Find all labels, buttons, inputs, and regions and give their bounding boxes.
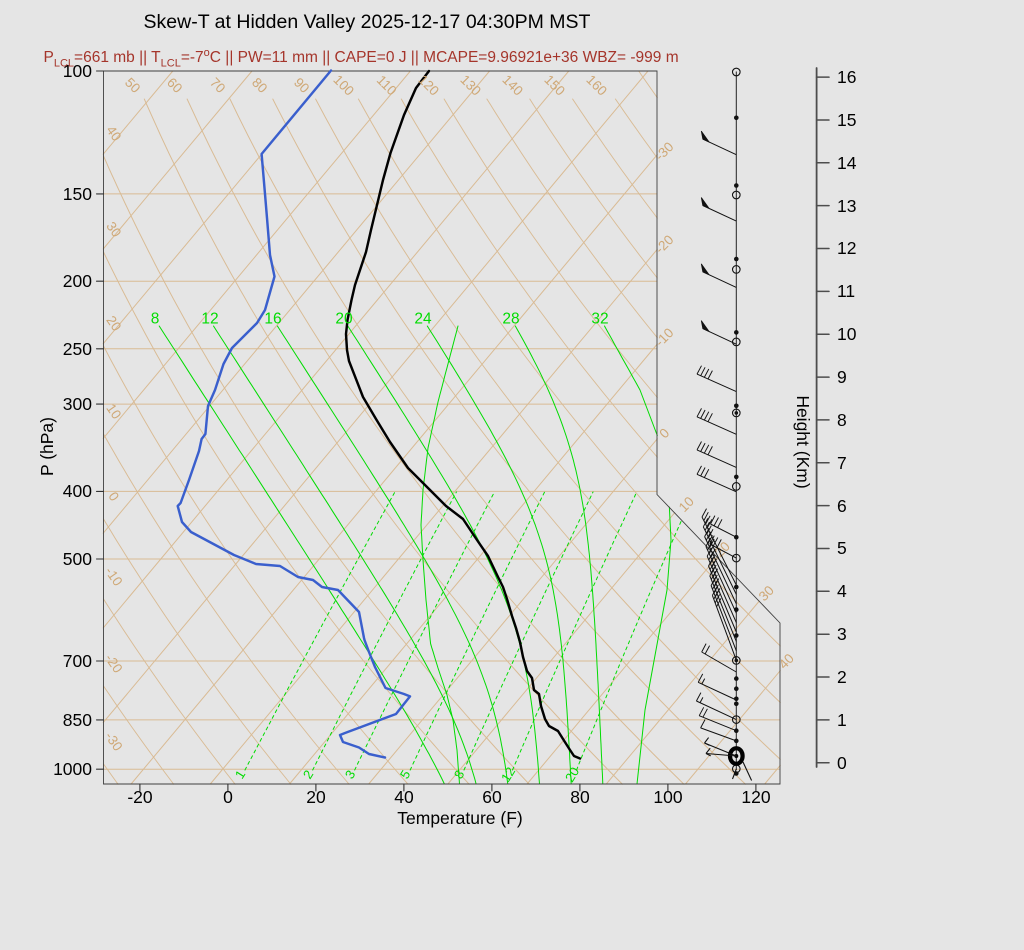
svg-text:150: 150 [63,184,92,204]
svg-text:0: 0 [223,787,233,807]
svg-text:20: 20 [103,313,124,334]
svg-text:28: 28 [502,311,519,328]
svg-text:200: 200 [63,271,92,291]
svg-text:16: 16 [264,311,281,328]
svg-text:9: 9 [837,367,847,387]
svg-text:8: 8 [837,410,847,430]
svg-text:400: 400 [63,481,92,501]
svg-text:20: 20 [562,764,582,784]
svg-text:10: 10 [103,401,124,422]
svg-text:8: 8 [151,311,160,328]
svg-text:-20: -20 [127,787,153,807]
svg-text:40: 40 [394,787,414,807]
svg-text:40: 40 [103,123,124,144]
svg-text:12: 12 [201,311,218,328]
svg-text:14: 14 [837,153,857,173]
svg-text:0: 0 [837,753,847,773]
svg-text:32: 32 [591,311,608,328]
svg-text:P (hPa): P (hPa) [37,417,57,476]
svg-text:500: 500 [63,549,92,569]
svg-text:15: 15 [837,110,856,130]
svg-text:250: 250 [63,339,92,359]
svg-text:5: 5 [837,538,847,558]
svg-text:30: 30 [103,219,124,240]
svg-text:12: 12 [837,238,856,258]
svg-text:11: 11 [837,281,855,301]
svg-text:100: 100 [653,787,682,807]
svg-text:Height (Km): Height (Km) [793,395,813,488]
svg-text:4: 4 [837,581,847,601]
svg-text:7: 7 [837,453,847,473]
svg-text:13: 13 [837,196,856,216]
svg-text:1000: 1000 [53,759,92,779]
svg-text:700: 700 [63,651,92,671]
svg-text:2: 2 [837,667,847,687]
svg-text:80: 80 [570,787,590,807]
svg-text:100: 100 [63,61,92,81]
svg-text:20: 20 [335,311,353,328]
svg-text:3: 3 [837,624,847,644]
svg-text:120: 120 [741,787,770,807]
svg-text:24: 24 [414,311,432,328]
svg-text:20: 20 [306,787,326,807]
svg-text:850: 850 [63,710,92,730]
svg-text:12: 12 [498,764,518,784]
svg-text:10: 10 [837,324,857,344]
svg-text:Temperature (F): Temperature (F) [397,808,522,828]
svg-text:60: 60 [482,787,502,807]
svg-text:16: 16 [837,67,856,87]
svg-text:6: 6 [837,496,847,516]
svg-text:1: 1 [837,710,847,730]
svg-text:300: 300 [63,394,92,414]
